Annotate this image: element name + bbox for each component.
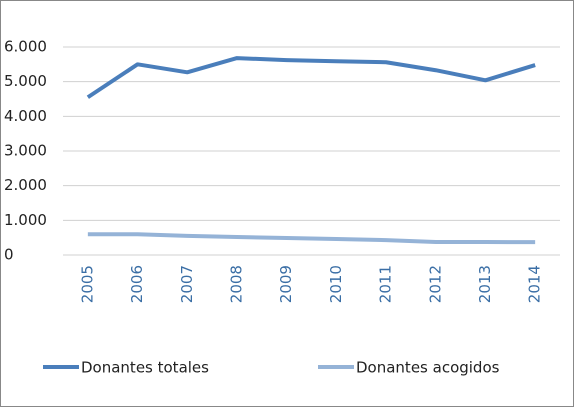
y-tick-label: 4.000 xyxy=(4,107,47,125)
legend-label: Donantes acogidos xyxy=(356,359,500,377)
x-tick-label: 2014 xyxy=(526,265,544,303)
x-tick-label: 2012 xyxy=(426,265,444,303)
x-tick-label: 2010 xyxy=(327,265,345,303)
y-tick-label: 6.000 xyxy=(4,38,47,56)
x-tick-label: 2008 xyxy=(227,265,245,303)
x-tick-label: 2006 xyxy=(128,265,146,303)
x-tick-label: 2011 xyxy=(377,265,395,303)
series-line xyxy=(87,232,536,245)
legend-label: Donantes totales xyxy=(81,359,209,377)
y-tick-label: 2.000 xyxy=(4,176,47,194)
y-tick-label: 3.000 xyxy=(4,142,47,160)
x-tick-label: 2013 xyxy=(476,265,494,303)
x-tick-label: 2007 xyxy=(178,265,196,303)
x-tick-label: 2009 xyxy=(277,265,295,303)
x-tick-label: 2005 xyxy=(78,265,96,303)
y-tick-label: 1.000 xyxy=(4,211,47,229)
y-tick-label: 0 xyxy=(4,246,14,264)
series-line xyxy=(86,56,536,99)
y-tick-label: 5.000 xyxy=(4,72,47,90)
